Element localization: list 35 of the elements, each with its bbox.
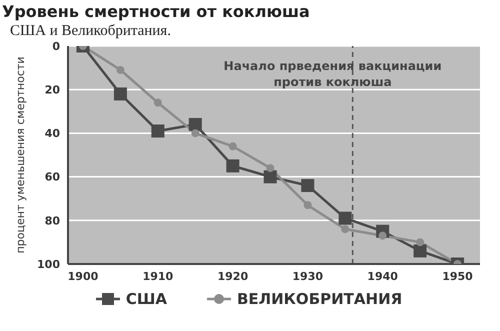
- point: [154, 98, 162, 107]
- y-tick-label: 100: [37, 258, 60, 271]
- point: [226, 159, 240, 172]
- y-tick-label: 80: [44, 214, 60, 228]
- point: [304, 201, 312, 210]
- point: [341, 225, 350, 234]
- chart-subtitle: США и Великобритания.: [10, 23, 172, 40]
- point: [116, 66, 124, 74]
- y-tick-label: 20: [44, 84, 60, 97]
- chart-title: Уровень смертности от коклюша: [2, 2, 311, 21]
- point: [414, 244, 427, 258]
- x-tick-label: 1930: [292, 270, 324, 283]
- y-axis-title: процент уменьшения смертности: [14, 56, 27, 254]
- point: [114, 87, 127, 100]
- point: [378, 232, 387, 240]
- point: [151, 124, 164, 138]
- point: [338, 212, 352, 225]
- point: [266, 164, 274, 172]
- legend-label: США: [124, 290, 167, 308]
- point: [191, 129, 200, 138]
- x-tick-label: 1910: [142, 270, 174, 283]
- x-tick-label: 1900: [68, 270, 99, 283]
- legend-label: ВЕЛИКОБРИТАНИЯ: [236, 290, 402, 308]
- y-tick-label: 40: [44, 127, 60, 140]
- y-tick-label: 0: [52, 40, 60, 53]
- y-tick-label: 60: [44, 170, 60, 184]
- x-tick-label: 1950: [442, 270, 474, 283]
- ref-line-label: Начало прведения вакцинации против коклюша: [224, 59, 442, 89]
- point: [416, 238, 424, 246]
- point: [301, 179, 314, 192]
- point: [188, 118, 202, 131]
- point: [264, 170, 277, 184]
- point: [228, 142, 237, 150]
- x-tick-label: 1920: [217, 270, 248, 283]
- x-tick-label: 1940: [367, 270, 398, 283]
